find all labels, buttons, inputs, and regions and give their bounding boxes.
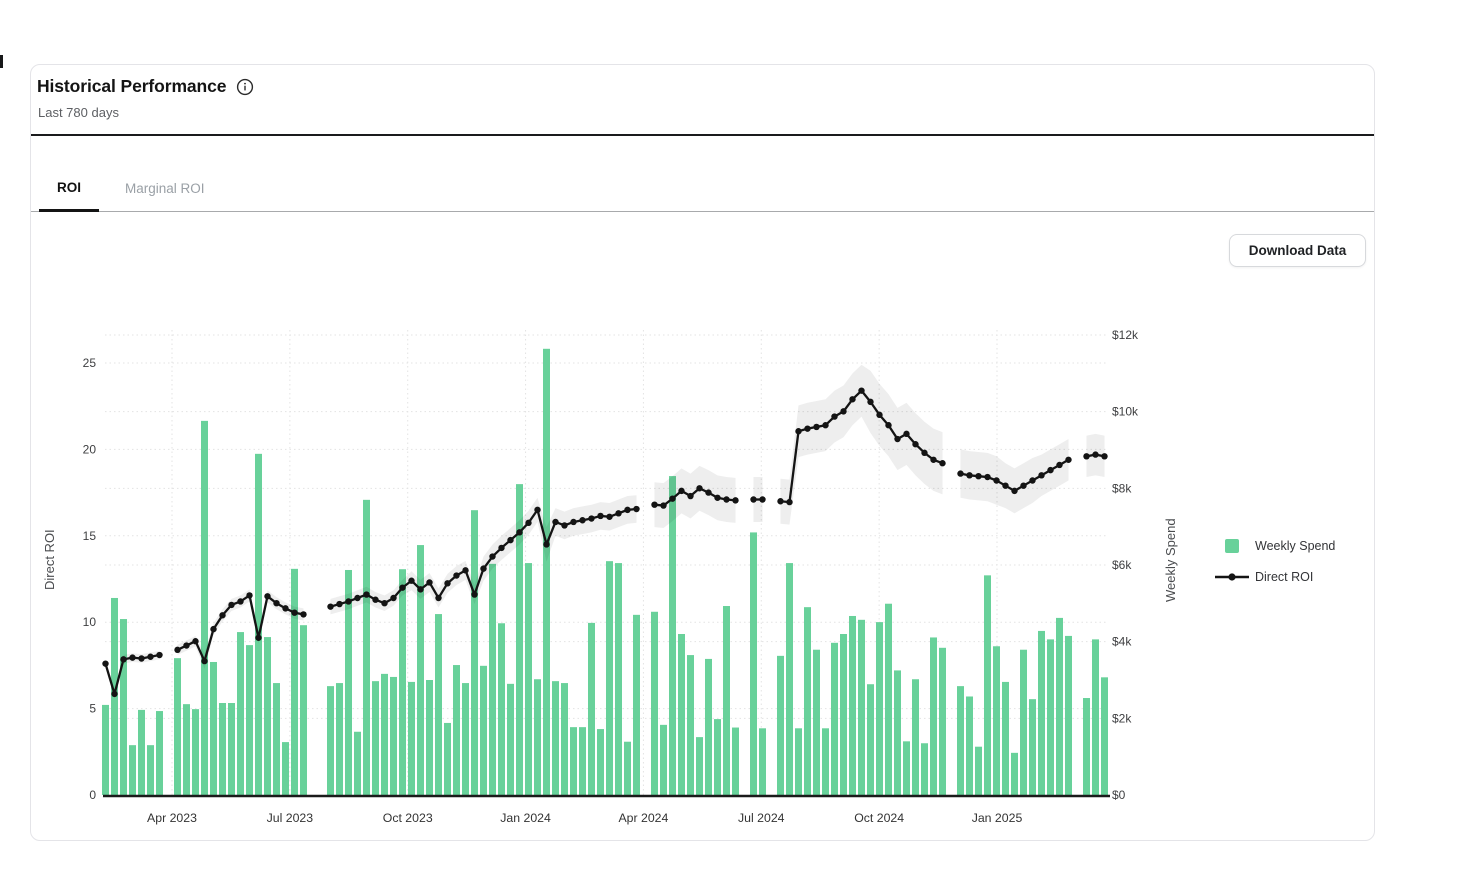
svg-text:5: 5	[89, 702, 96, 716]
svg-text:$0: $0	[1112, 788, 1126, 802]
header-divider	[31, 134, 1374, 136]
right-axis-title: Weekly Spend	[1163, 518, 1178, 602]
legend-label-weekly-spend: Weekly Spend	[1255, 539, 1336, 553]
tab-roi-label: ROI	[57, 179, 82, 195]
svg-text:$4k: $4k	[1112, 635, 1132, 649]
svg-text:Apr 2023: Apr 2023	[147, 811, 197, 825]
svg-text:$10k: $10k	[1112, 405, 1139, 419]
download-data-button[interactable]: Download Data	[1229, 234, 1366, 267]
left-axis-title: Direct ROI	[42, 529, 57, 591]
weekly-spend-marker	[1215, 539, 1249, 553]
weekly-spend-swatch	[1225, 539, 1239, 553]
tab-roi[interactable]: ROI	[39, 165, 100, 212]
svg-text:20: 20	[83, 442, 97, 456]
svg-text:25: 25	[83, 356, 97, 370]
tabs-bar: ROI Marginal ROI	[31, 165, 1374, 212]
svg-text:$12k: $12k	[1112, 328, 1139, 342]
svg-text:Oct 2024: Oct 2024	[854, 811, 904, 825]
historical-performance-card: Historical Performance Last 780 days ROI…	[30, 64, 1375, 841]
direct-roi-line-marker	[1215, 572, 1249, 582]
tab-marginal-roi-label: Marginal ROI	[125, 181, 205, 196]
svg-text:15: 15	[83, 529, 97, 543]
svg-text:10: 10	[83, 615, 97, 629]
svg-text:0: 0	[89, 788, 96, 802]
legend-label-direct-roi: Direct ROI	[1255, 570, 1314, 584]
legend-item-weekly-spend[interactable]: Weekly Spend	[1215, 538, 1335, 554]
svg-text:$6k: $6k	[1112, 558, 1132, 572]
chart-legend: Weekly Spend Direct ROI	[1215, 538, 1335, 600]
svg-text:Jan 2025: Jan 2025	[972, 811, 1023, 825]
card-header: Historical Performance	[37, 76, 254, 97]
svg-text:$2k: $2k	[1112, 711, 1132, 725]
svg-text:Jul 2023: Jul 2023	[267, 811, 314, 825]
legend-item-direct-roi[interactable]: Direct ROI	[1215, 569, 1335, 585]
svg-text:Oct 2023: Oct 2023	[383, 811, 433, 825]
svg-text:Apr 2024: Apr 2024	[618, 811, 668, 825]
page-title: Historical Performance	[37, 76, 227, 96]
svg-text:Jul 2024: Jul 2024	[738, 811, 785, 825]
svg-text:$8k: $8k	[1112, 481, 1132, 495]
svg-text:Jan 2024: Jan 2024	[500, 811, 551, 825]
card-subtitle: Last 780 days	[38, 105, 119, 120]
tab-marginal-roi[interactable]: Marginal ROI	[107, 165, 223, 212]
info-icon[interactable]	[236, 78, 254, 96]
left-edge-fragment	[0, 55, 3, 68]
